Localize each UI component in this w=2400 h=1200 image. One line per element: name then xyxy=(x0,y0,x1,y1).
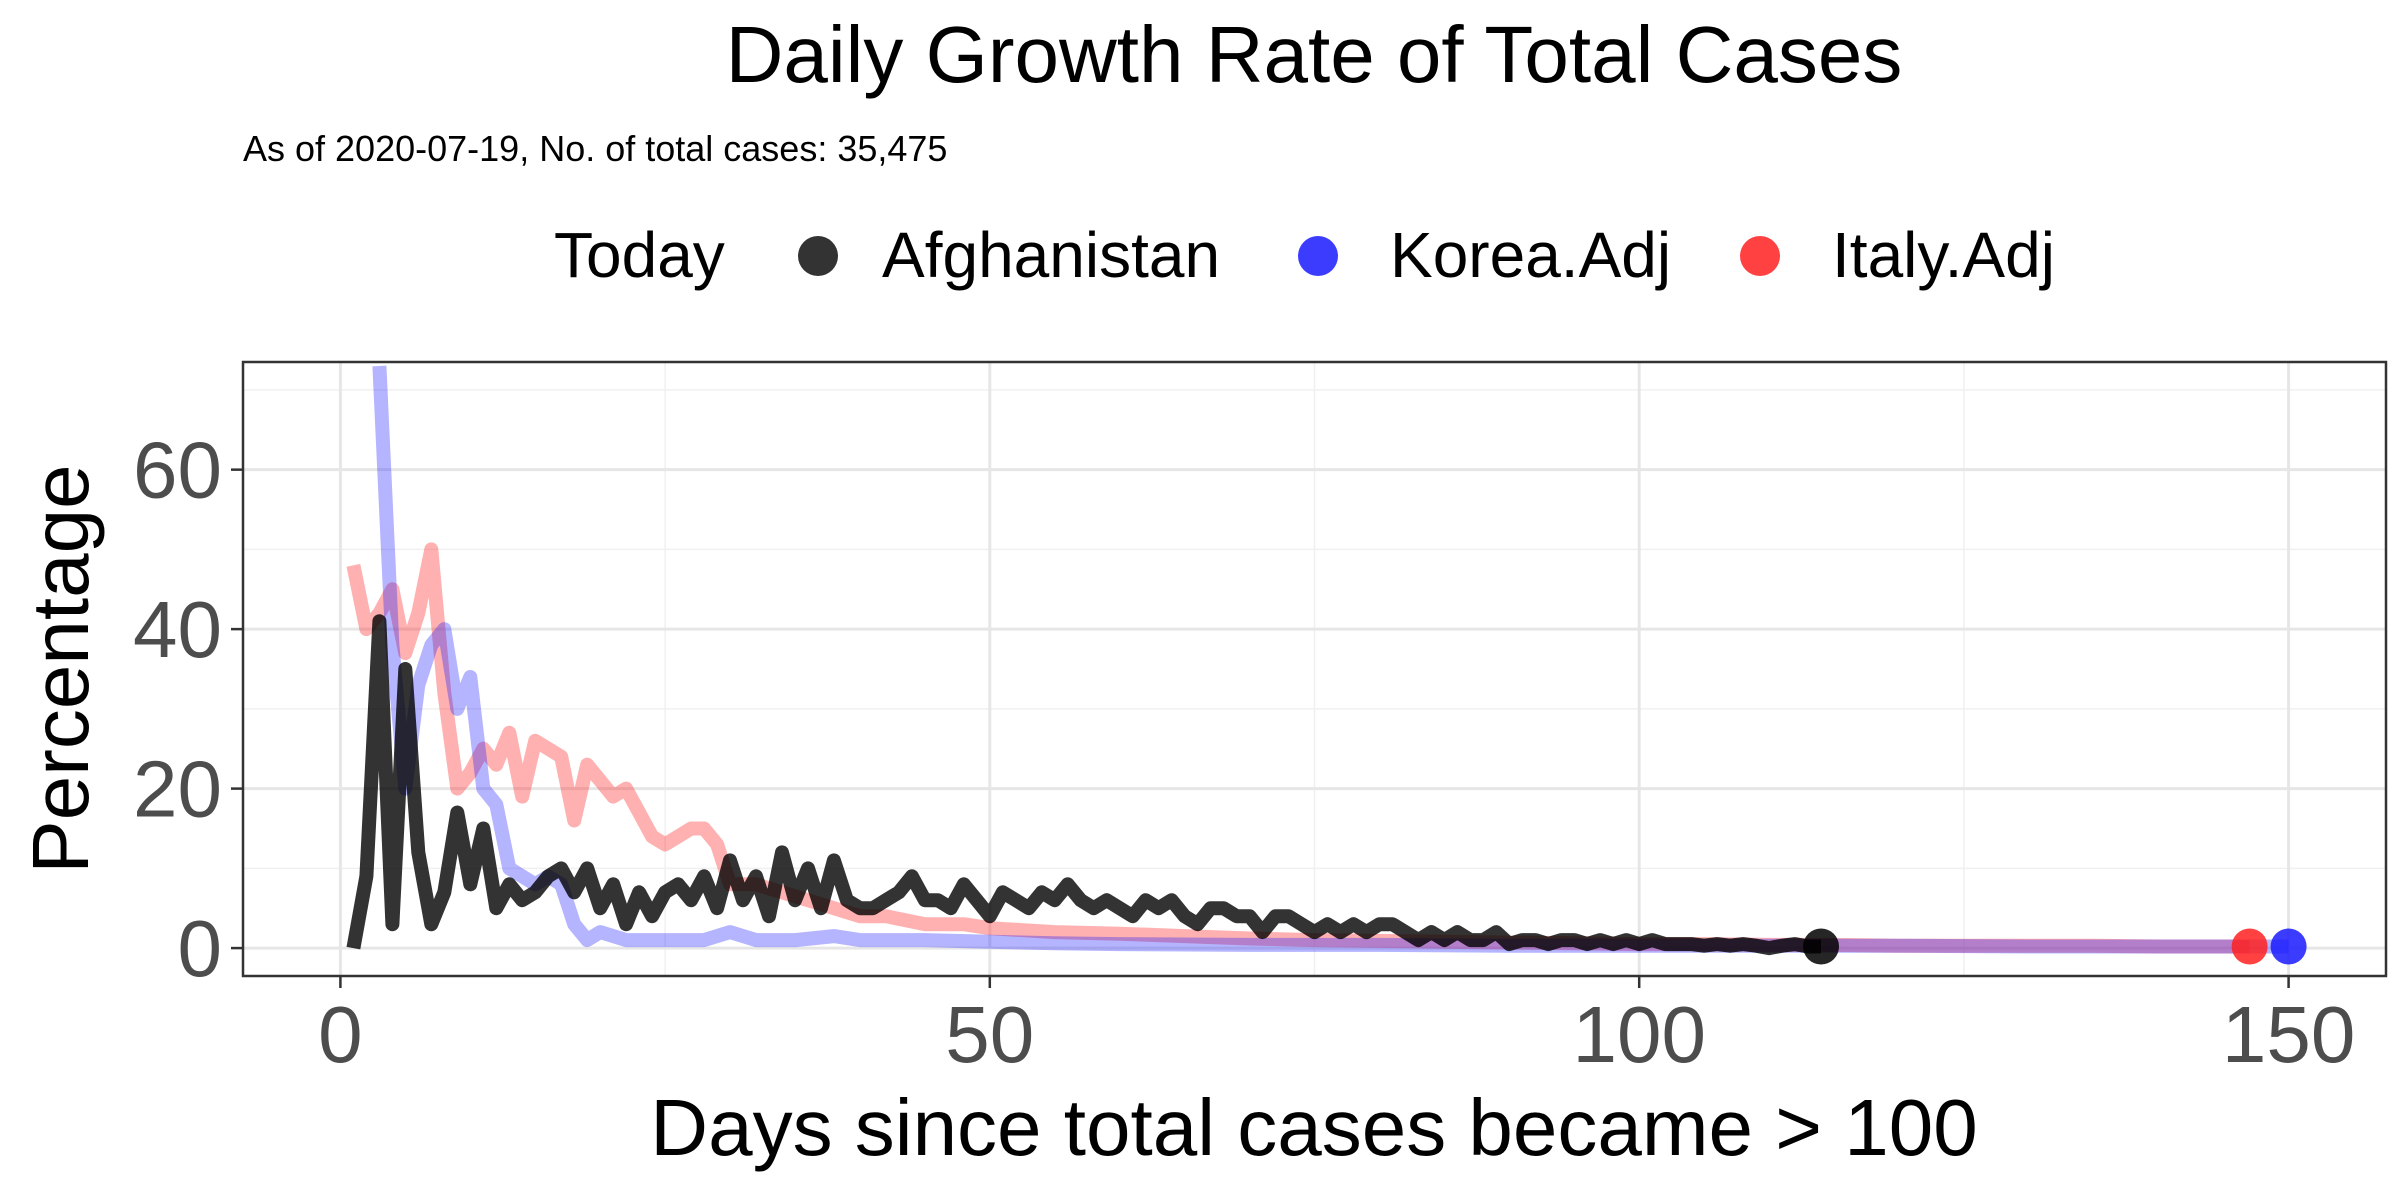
x-axis-label: Days since total cases became > 100 xyxy=(650,1083,1977,1172)
chart-subtitle: As of 2020-07-19, No. of total cases: 35… xyxy=(243,128,947,169)
x-axis: 0 50 100 150 xyxy=(318,976,2355,1079)
plot-border xyxy=(241,360,2388,978)
today-point-korea-adj xyxy=(2270,928,2307,965)
y-tick-label: 40 xyxy=(133,585,222,674)
today-point-afghanistan xyxy=(1803,928,1840,965)
legend-item-afghanistan: Afghanistan xyxy=(798,219,1220,291)
series-line-afghanistan xyxy=(346,614,1821,956)
series-layer xyxy=(346,365,2307,965)
grid xyxy=(243,362,2386,976)
y-tick-label: 60 xyxy=(133,426,222,515)
today-point-italy-adj xyxy=(2231,928,2268,965)
legend-key-italy xyxy=(1740,236,1780,276)
y-axis: 0 20 40 60 xyxy=(133,426,243,993)
x-tick-label: 0 xyxy=(318,990,363,1079)
x-tick-label: 100 xyxy=(1572,990,1705,1079)
x-tick-label: 50 xyxy=(945,990,1034,1079)
y-tick-label: 0 xyxy=(178,904,223,993)
y-tick-label: 20 xyxy=(133,745,222,834)
y-axis-label: Percentage xyxy=(16,464,105,873)
legend-label-italy: Italy.Adj xyxy=(1832,219,2055,291)
legend-label-afghanistan: Afghanistan xyxy=(882,219,1220,291)
legend-label-korea: Korea.Adj xyxy=(1390,219,1671,291)
legend-item-italy: Italy.Adj xyxy=(1740,219,2055,291)
legend-item-korea: Korea.Adj xyxy=(1298,219,1671,291)
legend: Today Afghanistan Korea.Adj Italy.Adj xyxy=(554,219,2055,291)
legend-key-korea xyxy=(1298,236,1338,276)
chart-title: Daily Growth Rate of Total Cases xyxy=(726,10,1903,99)
legend-title: Today xyxy=(554,219,725,291)
x-tick-label: 150 xyxy=(2222,990,2355,1079)
legend-key-afghanistan xyxy=(798,236,838,276)
